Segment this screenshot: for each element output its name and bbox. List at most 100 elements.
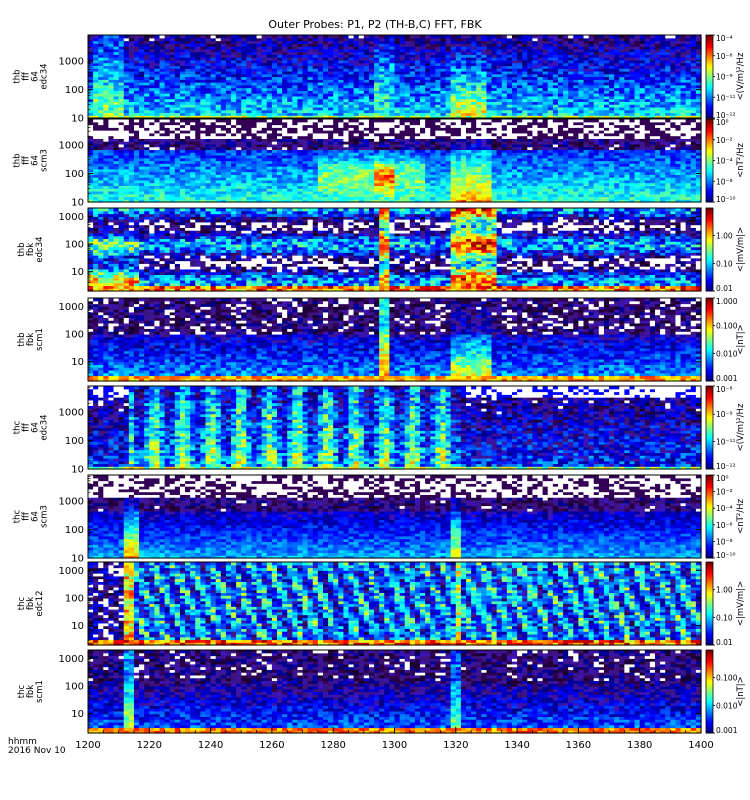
spectrogram-cells — [88, 562, 702, 646]
ylabel-line: edc34 — [40, 63, 50, 89]
panel-thc_fbk_edc12: 1000 100 10 thc fbk edc12 0.010.101.00 <|mV/m|> — [17, 562, 746, 647]
colorbar-tick-label: 0.10 — [716, 259, 733, 268]
y-tick-label: 10 — [71, 554, 84, 565]
panel-ylabel: thc fff 64 edc34 — [13, 414, 50, 440]
x-tick-label: 1300 — [382, 740, 407, 751]
colorbar-tick-label: 10⁻¹⁰ — [716, 195, 736, 204]
y-tick-label: 100 — [65, 593, 84, 604]
colorbar-tick-label: 10⁰ — [716, 118, 729, 127]
y-tick-label: 100 — [65, 681, 84, 692]
x-tick-label: 1200 — [75, 740, 100, 751]
panel-ylabel: thb fbk edc34 — [17, 236, 45, 262]
y-tick-label: 1000 — [59, 140, 84, 151]
y-tick-label: 100 — [65, 525, 84, 536]
panel-ylabel: thc fbk edc12 — [17, 590, 45, 616]
spectrogram-cells — [88, 35, 702, 119]
colorbar-tick-label: 10⁻⁹ — [716, 410, 733, 419]
colorbar-tick-label: 10⁻⁹ — [716, 73, 733, 82]
y-tick-label: 10 — [71, 114, 84, 125]
colorbar-tick-label: 10⁻⁸ — [716, 177, 733, 186]
colorbar-tick-label: 0.001 — [716, 726, 738, 735]
x-tick-label: 1400 — [688, 740, 713, 751]
x-tick-label: 1360 — [566, 740, 591, 751]
x-tick-label: 1380 — [627, 740, 652, 751]
spectrogram-cells — [88, 298, 702, 382]
x-tick-label: 1280 — [320, 740, 345, 751]
ylabel-line: edc12 — [35, 590, 45, 616]
y-tick-label: 10 — [71, 357, 84, 368]
colorbar-tick-label: 0.010 — [716, 349, 738, 358]
y-tick-label: 10 — [71, 621, 84, 632]
ylabel-line: scm3 — [40, 149, 50, 172]
colorbar-tick-label: 10⁻⁶ — [716, 52, 733, 61]
colorbar-unit: <|mV/m|> — [736, 227, 746, 272]
colorbar-tick-label: 10⁻² — [716, 488, 733, 497]
colorbar-tick-label: 1.00 — [716, 586, 733, 595]
ylabel-line: edc34 — [35, 236, 45, 262]
panel-ylabel: thc fbk scm1 — [17, 680, 45, 703]
y-tick-label: 10 — [71, 267, 84, 278]
colorbar-tick-label: 10⁻¹² — [716, 462, 736, 471]
ylabel-line: scm3 — [40, 505, 50, 528]
ylabel-line: scm1 — [35, 328, 45, 351]
spectrogram-cells — [88, 650, 702, 734]
y-tick-label: 1000 — [59, 566, 84, 577]
colorbar: 0.010.101.00 <|mV/m|> — [706, 562, 746, 647]
colorbar-tick-label: 0.001 — [716, 374, 738, 383]
spectrogram-cells — [88, 119, 702, 203]
spectrogram-cells — [88, 475, 702, 559]
colorbar-tick-label: 10⁻⁶ — [716, 521, 733, 530]
panel-ylabel: thb fbk scm1 — [17, 328, 45, 351]
colorbar-tick-label: 1.000 — [716, 297, 738, 306]
x-tick-label: 1220 — [137, 740, 162, 751]
x-tick-label: 1240 — [198, 740, 223, 751]
y-tick-label: 100 — [65, 85, 84, 96]
colorbar-unit: <|nT|> — [736, 676, 746, 707]
x-tick-label: 1260 — [259, 740, 284, 751]
y-tick-label: 100 — [65, 239, 84, 250]
colorbar-unit: <nT²/Hz — [736, 143, 746, 178]
colorbar-tick-label: 0.01 — [716, 638, 733, 647]
colorbar-unit: <|nT|> — [736, 324, 746, 355]
ylabel-line: scm1 — [35, 680, 45, 703]
y-tick-label: 1000 — [59, 56, 84, 67]
y-tick-label: 100 — [65, 436, 84, 447]
x-tick-label: 1340 — [504, 740, 529, 751]
y-tick-label: 10 — [71, 465, 84, 476]
colorbar-tick-label: 10⁻⁴ — [716, 504, 733, 513]
colorbar-tick-label: 10⁻² — [716, 136, 733, 145]
colorbar-tick-label: 0.100 — [716, 674, 738, 683]
colorbar-tick-label: 10⁰ — [716, 474, 729, 483]
colorbar-tick-label: 10⁻¹¹ — [716, 438, 736, 447]
colorbar-unit: <nT²/Hz — [736, 499, 746, 534]
y-tick-label: 1000 — [59, 654, 84, 665]
colorbar-tick-label: 10⁻⁴ — [716, 34, 733, 43]
colorbar-unit: <(V/m)²/Hz — [736, 403, 746, 451]
colorbar-unit: <(V/m)²/Hz — [736, 52, 746, 100]
colorbar-tick-label: 0.01 — [716, 284, 733, 293]
y-tick-label: 1000 — [59, 302, 84, 313]
colorbar-tick-label: 10⁻¹⁰ — [716, 551, 736, 560]
panel-ylabel: thc fff 64 scm3 — [13, 505, 50, 528]
x-tick-label: 1320 — [443, 740, 468, 751]
spectrogram-cells — [88, 208, 702, 292]
colorbar: 0.01 0.10 1.00 <|mV/m|> — [706, 208, 746, 293]
spectrogram-cells — [88, 386, 702, 470]
y-tick-label: 10 — [71, 198, 84, 209]
colorbar-tick-label: 10⁻¹¹ — [716, 93, 736, 102]
colorbar-tick-label: 10⁻⁴ — [716, 157, 733, 166]
colorbar-tick-label: 1.00 — [716, 232, 733, 241]
date-label: 2016 Nov 10 — [8, 746, 66, 756]
